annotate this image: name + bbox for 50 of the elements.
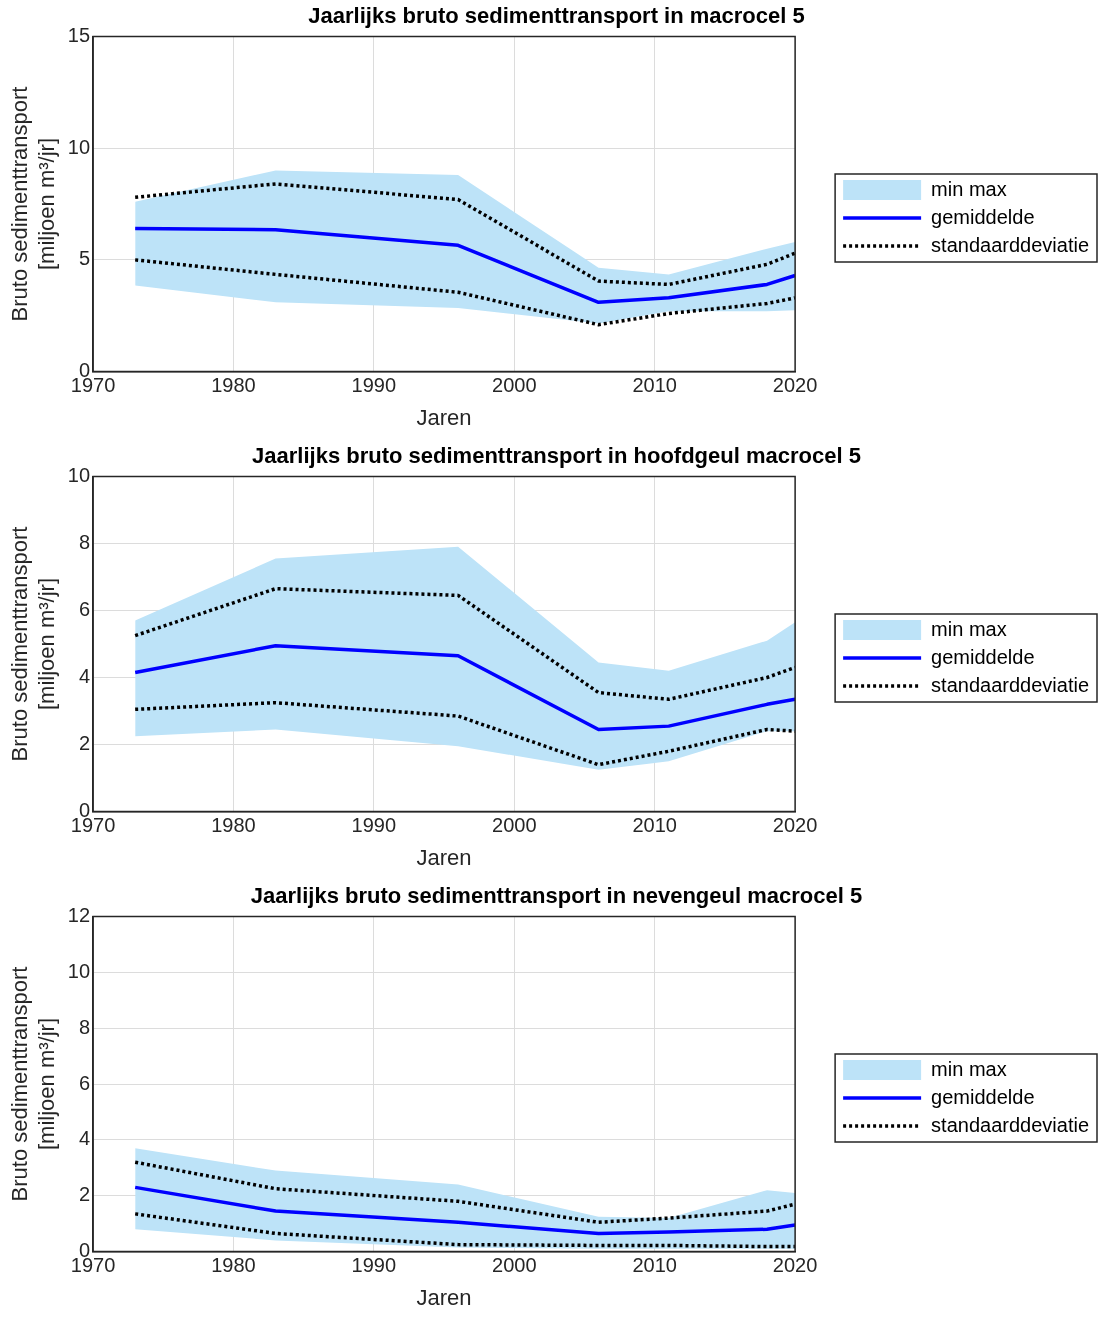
- x-tick-label: 2000: [492, 814, 537, 837]
- y-tick-label: 8: [78, 1015, 91, 1038]
- legend-label: min max: [931, 177, 1007, 200]
- y-tick-label: 6: [78, 1071, 91, 1094]
- legend-label: min max: [931, 617, 1007, 640]
- line-series: [133, 1160, 796, 1225]
- y-tick-label: 4: [78, 1127, 91, 1150]
- y-tick-label: 2: [78, 732, 91, 755]
- x-tick-label: 1980: [211, 1254, 256, 1277]
- x-tick-label: 1990: [351, 374, 397, 397]
- x-tick-label: 2020: [772, 374, 818, 397]
- line-series: [133, 182, 796, 287]
- y-tick-label: 10: [67, 135, 91, 158]
- y-tick-label: 2: [78, 1183, 91, 1206]
- y-tick-label: 5: [78, 247, 91, 270]
- x-tick-label: 1980: [211, 374, 256, 397]
- y-tick-label: 15: [67, 23, 91, 46]
- legend-label: standaarddeviatie: [931, 233, 1089, 256]
- x-tick-label: 2010: [632, 374, 677, 397]
- y-tick-label: 12: [67, 903, 91, 926]
- legend-label: gemiddelde: [931, 1085, 1035, 1108]
- x-axis-title: Jaren: [416, 1284, 472, 1310]
- chart-title: Jaarlijks bruto sedimenttransport in nevengeul macrocel 5: [250, 883, 863, 909]
- x-tick-label: 1990: [351, 814, 397, 837]
- legend-label: min max: [931, 1057, 1007, 1080]
- line-series: [133, 1212, 796, 1249]
- y-tick-label: 6: [78, 598, 91, 620]
- y-tick-label: 10: [67, 463, 91, 486]
- legend-label: standaarddeviatie: [931, 1113, 1089, 1136]
- x-axis-title: Jaren: [416, 404, 472, 430]
- y-tick-label: 10: [67, 959, 91, 982]
- legend-label: standaarddeviatie: [931, 673, 1089, 696]
- y-axis-title: Bruto sedimenttransport [miljoen m³/jr]: [7, 526, 59, 762]
- x-tick-label: 2000: [492, 1254, 537, 1277]
- x-tick-label: 2020: [772, 814, 818, 837]
- y-axis-title: Bruto sedimenttransport [miljoen m³/jr]: [7, 86, 59, 322]
- x-tick-label: 2020: [772, 1254, 818, 1277]
- x-tick-label: 2010: [632, 814, 677, 837]
- y-tick-label: 8: [78, 530, 91, 553]
- x-tick-label: 1980: [211, 814, 256, 837]
- chart-title: Jaarlijks bruto sedimenttransport in hoofdgeul macrocel 5: [252, 443, 861, 469]
- legend-label: gemiddelde: [931, 645, 1035, 668]
- x-tick-label: 2000: [492, 374, 537, 397]
- y-axis-title: Bruto sedimenttransport [miljoen m³/jr]: [7, 966, 59, 1202]
- legend-label: gemiddelde: [931, 205, 1035, 228]
- chart-title: Jaarlijks bruto sedimenttransport in macrocel 5: [308, 3, 805, 29]
- y-tick-label: 4: [78, 665, 91, 688]
- x-tick-label: 1990: [351, 1254, 397, 1277]
- x-tick-label: 2010: [632, 1254, 677, 1277]
- x-axis-title: Jaren: [416, 844, 472, 870]
